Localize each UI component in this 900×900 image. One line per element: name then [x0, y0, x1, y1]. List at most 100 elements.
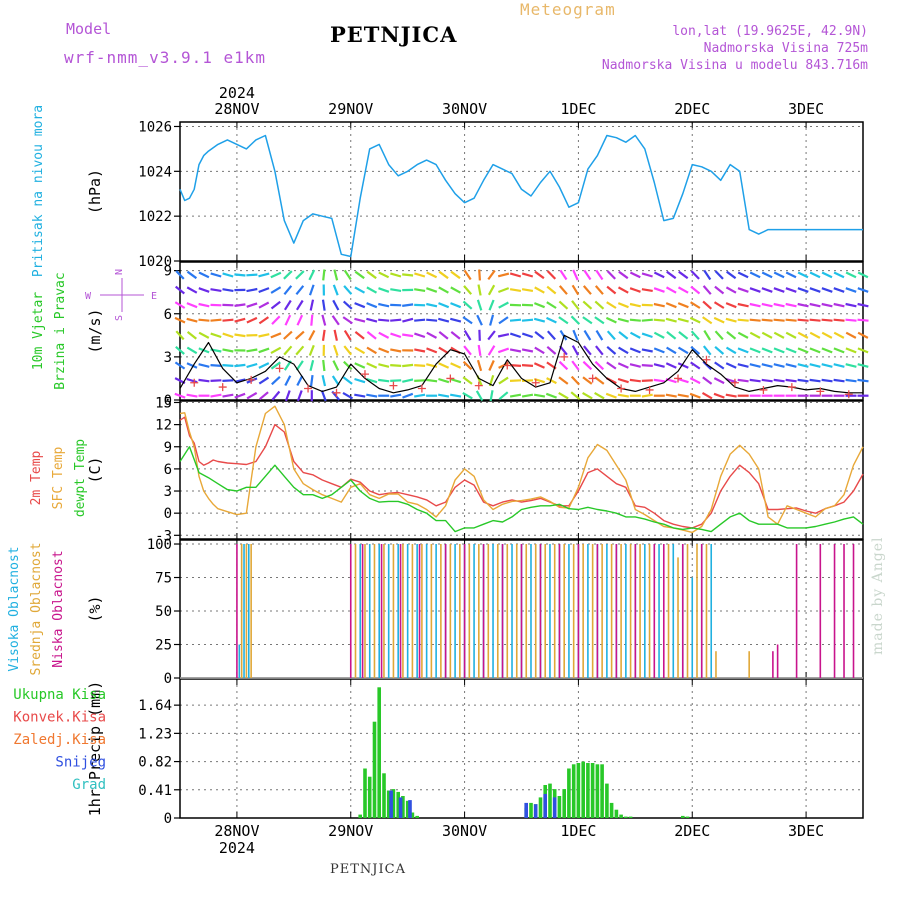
wind-arrow — [641, 379, 653, 382]
year-label-bottom: 2024 — [219, 839, 255, 857]
y-tick-label: 9 — [164, 264, 172, 280]
y-tick-label: 12 — [155, 418, 172, 434]
y-tick-label: -3 — [155, 528, 172, 544]
wind-arrow — [342, 316, 353, 325]
wind-arrow — [773, 318, 785, 322]
wind-arrow — [737, 287, 749, 293]
wind-arrow — [414, 318, 426, 322]
wind-arrow — [186, 302, 198, 309]
snow-bar — [552, 797, 557, 818]
wind-arrow — [726, 331, 737, 340]
wind-arrow — [713, 377, 725, 385]
wind-arrow — [210, 272, 222, 278]
wind-arrow — [295, 285, 305, 295]
wind-arrow — [271, 390, 281, 401]
wind-arrow — [761, 378, 773, 383]
wind-arrow — [378, 363, 390, 368]
wind-arrow — [438, 377, 450, 384]
y-axis-label: 1hr Precip (mm) — [86, 681, 104, 816]
wind-arrow — [797, 318, 809, 322]
wind-arrow — [845, 318, 857, 322]
wind-arrow — [331, 315, 340, 326]
wind-arrow — [426, 302, 438, 308]
wind-arrow — [354, 286, 366, 294]
wind-arrow — [725, 362, 737, 369]
wind-arrow — [809, 378, 821, 383]
wind-arrow — [653, 302, 665, 308]
wind-arrow — [558, 391, 569, 400]
wind-gust-marker — [816, 387, 825, 396]
total-precip-bar — [363, 768, 367, 818]
wind-arrow — [713, 392, 725, 399]
wind-arrow — [666, 331, 677, 340]
wind-arrow — [198, 318, 210, 322]
wind-arrow — [761, 287, 773, 293]
wind-arrow — [737, 331, 749, 339]
pressure-label: Pritisak na nivou mora — [31, 105, 46, 277]
wind-arrow — [246, 362, 258, 369]
precip-label: Snijeg — [55, 755, 106, 771]
y-tick-label: 3 — [164, 350, 172, 366]
wind-arrow — [402, 363, 414, 368]
total-precip-bar — [401, 796, 405, 818]
wind-arrow — [509, 288, 522, 292]
y-tick-label: 1026 — [138, 119, 172, 135]
wind-arrow — [414, 348, 426, 353]
total-precip-bar — [377, 687, 381, 818]
wind-arrow — [234, 333, 246, 338]
wind-arrow — [845, 271, 857, 279]
wind-arrow — [533, 302, 546, 309]
wind-arrow — [761, 331, 773, 339]
wind-arrow — [521, 393, 534, 398]
wind-arrow — [284, 375, 292, 386]
wind-label: Brzina i Pravac — [53, 272, 68, 389]
wind-arrow — [390, 318, 402, 322]
wind-arrow — [296, 390, 303, 402]
wind-arrow — [845, 302, 857, 308]
panel-pressure: 1020 1022 1024 1026 (hPa) — [86, 119, 864, 270]
wind-arrow — [546, 285, 557, 295]
wind-arrow — [857, 318, 869, 322]
wind-gust-marker — [218, 383, 227, 392]
date-label-top: 30NOV — [442, 100, 487, 118]
temp-2m-line — [179, 416, 864, 529]
wind-arrow — [378, 347, 390, 354]
wind-arrow — [583, 330, 592, 341]
wind-arrow — [463, 330, 472, 341]
wind-arrow — [426, 331, 438, 339]
total-precip-bar — [562, 789, 566, 818]
wind-arrow — [572, 269, 579, 281]
wind-arrow — [426, 271, 438, 279]
total-precip-bar — [367, 776, 372, 818]
y-tick-label: 50 — [155, 604, 172, 620]
wind-arrow — [845, 347, 857, 354]
wind-arrow — [749, 331, 761, 339]
wind-arrow — [641, 288, 653, 292]
wind-arrow — [354, 393, 366, 398]
wind-arrow — [296, 375, 304, 386]
wind-arrow — [737, 271, 749, 279]
wind-arrow — [689, 377, 701, 385]
wind-arrow — [258, 287, 270, 294]
wind-arrow — [595, 345, 604, 356]
wind-arrow — [390, 379, 402, 382]
wind-gust-marker — [417, 384, 426, 393]
wind-arrow — [222, 348, 234, 353]
wind-arrow — [343, 285, 353, 295]
wind-arrow — [570, 391, 581, 401]
wind-arrow — [629, 287, 641, 293]
wind-gust-marker — [360, 370, 369, 379]
wind-arrow — [618, 270, 629, 280]
wind-arrow — [821, 318, 833, 322]
wind-arrow — [629, 302, 641, 308]
wind-arrow — [641, 348, 653, 353]
y-tick-label: 0 — [164, 506, 172, 522]
wind-arrow — [283, 270, 293, 280]
wind-arrow — [390, 393, 402, 398]
wind-arrow — [725, 393, 737, 398]
wind-arrow — [595, 269, 604, 281]
wind-arrow — [296, 314, 304, 326]
wind-arrow — [678, 331, 689, 340]
wind-arrow — [210, 288, 222, 292]
wind-arrow — [509, 318, 522, 322]
